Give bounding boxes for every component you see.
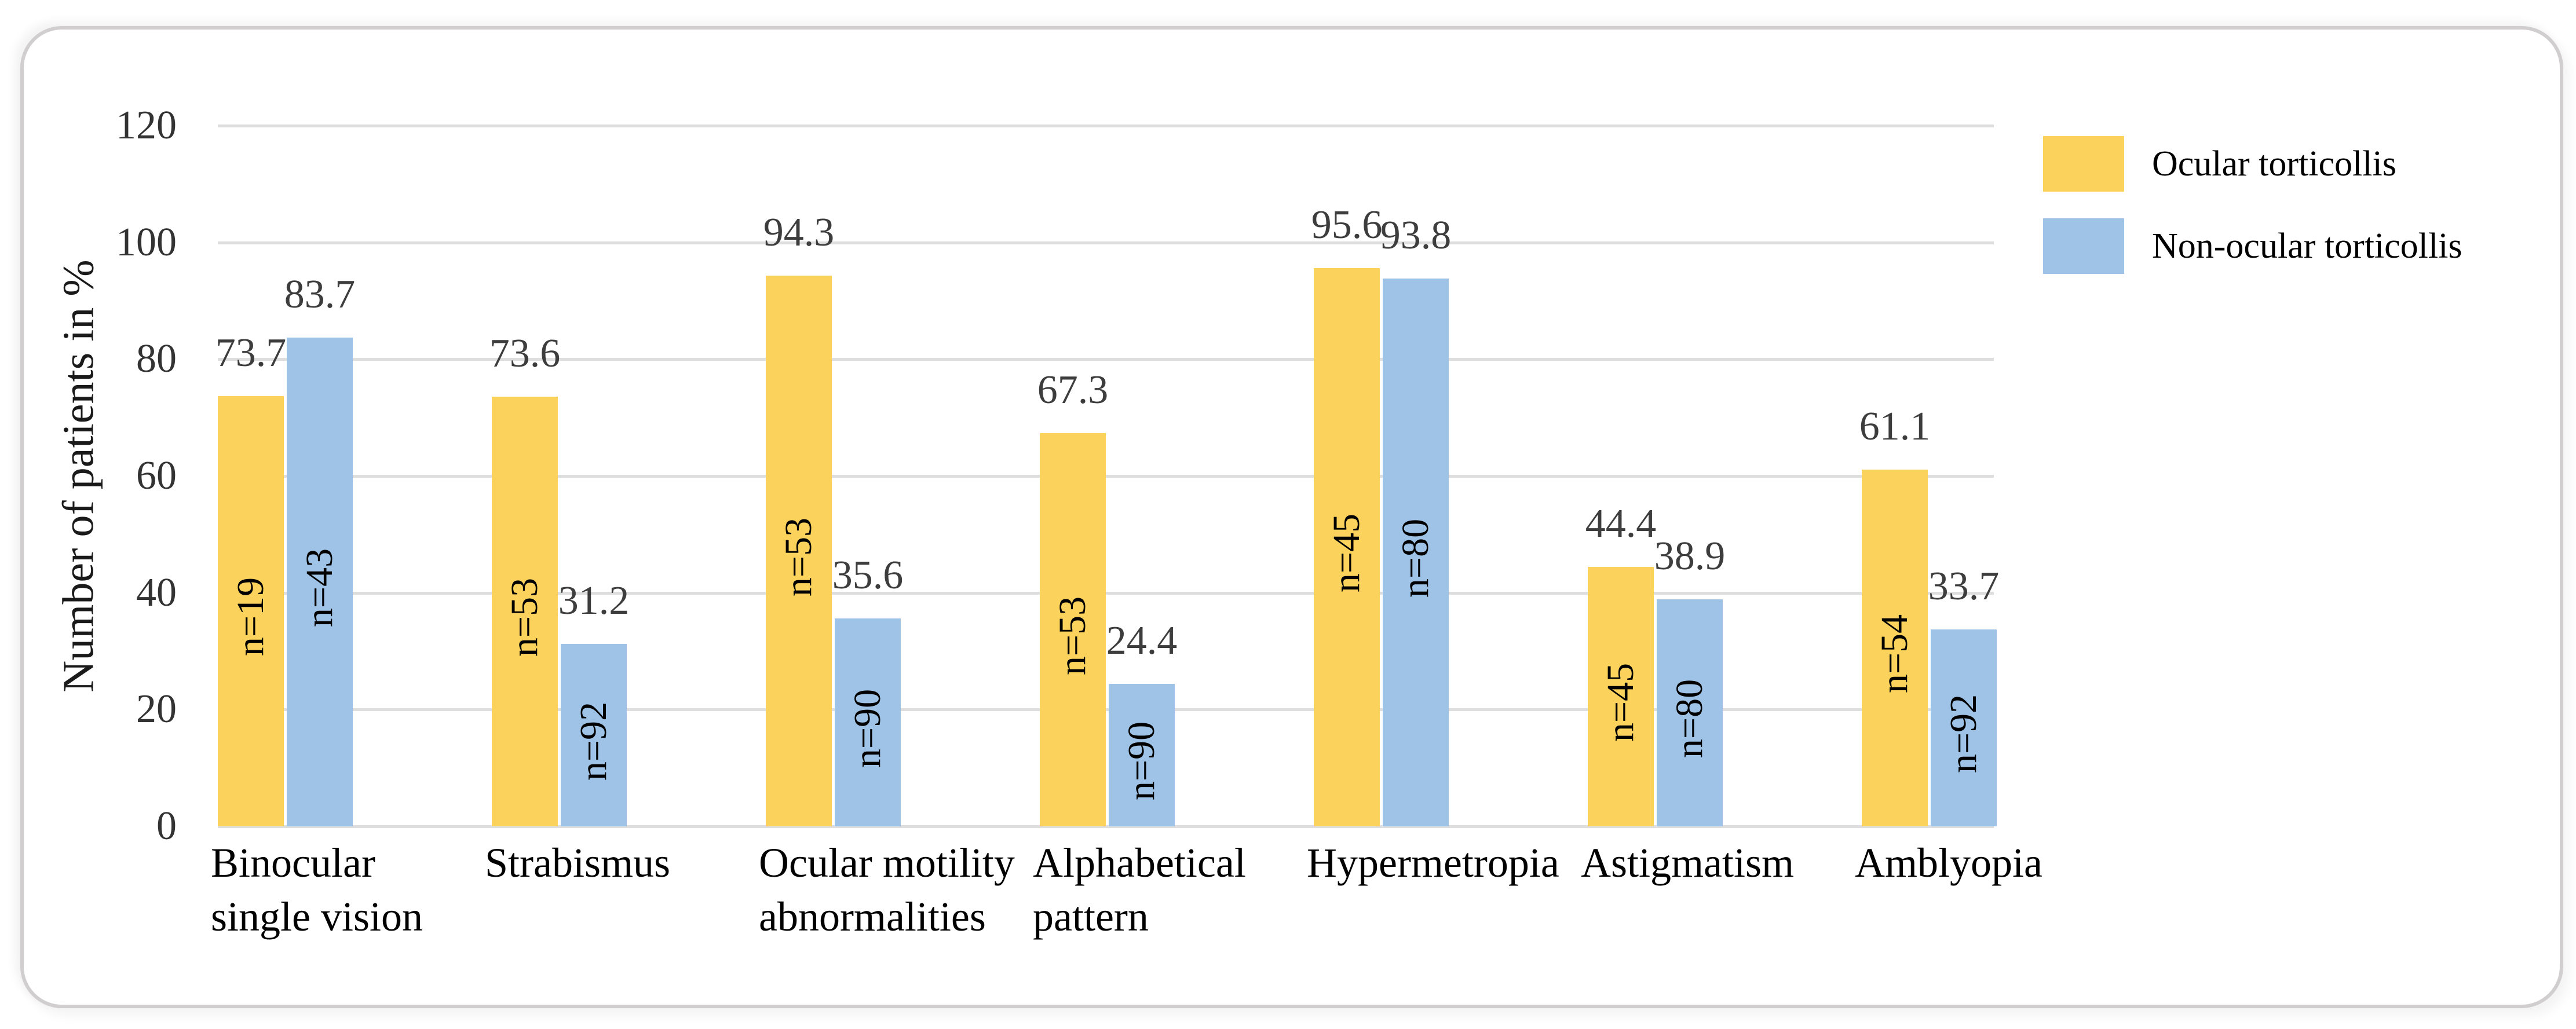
chart-card — [20, 26, 2563, 1008]
